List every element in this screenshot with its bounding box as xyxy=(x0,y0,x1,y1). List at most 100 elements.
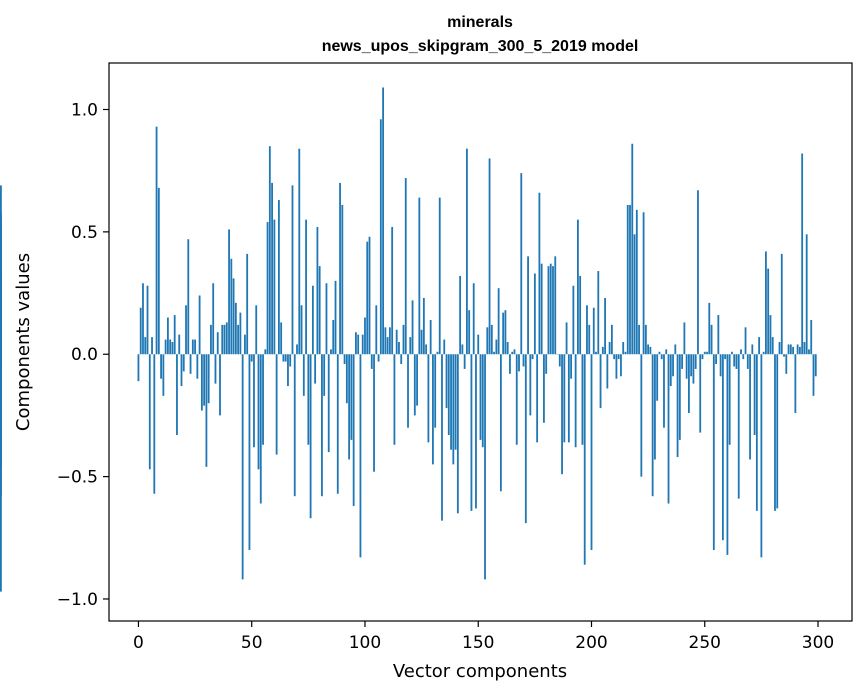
bar-73 xyxy=(302,354,305,396)
bar-273 xyxy=(755,354,758,511)
bar-6 xyxy=(151,337,153,355)
bar-126 xyxy=(422,297,425,355)
bar-156 xyxy=(490,324,493,355)
bar-102 xyxy=(368,236,371,355)
bar-251 xyxy=(706,351,708,355)
bar-190 xyxy=(567,354,570,443)
bar-180 xyxy=(545,354,548,374)
bar-261 xyxy=(728,354,731,445)
y-tick-label: −1.0 xyxy=(57,590,98,610)
bar-54 xyxy=(259,354,262,504)
bar-115 xyxy=(398,342,400,355)
bar-164 xyxy=(509,354,511,374)
bar-223 xyxy=(642,212,645,355)
bar-51 xyxy=(253,354,255,448)
bar-77 xyxy=(311,285,314,355)
bar-176 xyxy=(536,354,539,443)
bar-undefined xyxy=(0,354,2,592)
bar-119 xyxy=(407,354,409,428)
bar-178 xyxy=(540,263,543,355)
bar-255 xyxy=(715,354,717,365)
bar-201 xyxy=(592,307,595,355)
bar-298 xyxy=(812,354,815,396)
bar-158 xyxy=(495,339,498,355)
bar-197 xyxy=(583,354,586,565)
bar-68 xyxy=(291,185,294,355)
bar-70 xyxy=(296,344,298,355)
x-tick-label: 250 xyxy=(689,633,721,653)
bar-8 xyxy=(155,126,158,355)
bar-98 xyxy=(359,354,362,558)
bar-145 xyxy=(466,148,468,355)
bar-283 xyxy=(778,342,781,355)
bar-234 xyxy=(667,354,670,504)
bar-155 xyxy=(488,158,491,355)
bar-235 xyxy=(669,354,672,387)
bar-82 xyxy=(323,354,326,396)
bar-38 xyxy=(223,324,226,355)
bar-140 xyxy=(454,354,457,450)
bar-220 xyxy=(635,209,638,355)
bar-50 xyxy=(250,354,253,362)
bar-95 xyxy=(352,354,355,506)
bar-211 xyxy=(615,354,618,379)
bar-277 xyxy=(765,251,767,355)
bar-14 xyxy=(169,339,172,355)
bar-165 xyxy=(511,351,514,355)
bar-186 xyxy=(558,354,561,367)
bar-125 xyxy=(420,329,423,355)
bar-100 xyxy=(364,317,366,355)
bar-198 xyxy=(586,305,588,355)
bar-53 xyxy=(257,354,260,470)
bar-27 xyxy=(198,295,201,355)
bar-37 xyxy=(221,324,224,355)
y-axis-ticks: −1.0 −0.5 0.0 0.5 1.0 xyxy=(57,101,109,610)
bar-247 xyxy=(697,190,699,355)
bar-130 xyxy=(432,354,434,465)
bar-240 xyxy=(681,354,684,369)
bar-47 xyxy=(244,334,246,355)
bar-25 xyxy=(194,339,196,355)
bar-285 xyxy=(783,354,785,357)
bar-208 xyxy=(608,342,611,355)
bar-137 xyxy=(447,354,450,435)
bar-72 xyxy=(300,305,303,355)
bar-138 xyxy=(450,354,452,450)
bar-270 xyxy=(749,354,751,460)
bar-259 xyxy=(724,354,727,360)
bar-287 xyxy=(787,344,790,355)
bar-167 xyxy=(515,354,518,445)
bar-203 xyxy=(597,271,600,355)
bar-292 xyxy=(798,346,801,355)
bar-106 xyxy=(377,354,380,362)
bar-144 xyxy=(463,354,466,369)
bar-297 xyxy=(810,319,813,355)
bar-239 xyxy=(678,354,681,440)
bar-262 xyxy=(731,351,733,355)
bar-192 xyxy=(572,285,575,355)
bar-80 xyxy=(318,266,321,355)
bar-171 xyxy=(524,354,527,524)
bar-157 xyxy=(493,351,495,355)
bar-46 xyxy=(241,354,244,580)
bar-32 xyxy=(210,324,212,355)
bar-216 xyxy=(626,204,629,355)
bar-30 xyxy=(205,354,208,467)
bar-76 xyxy=(309,354,312,519)
bar-280 xyxy=(771,337,774,355)
bar-114 xyxy=(395,329,398,355)
y-tick-label: 0.0 xyxy=(71,345,98,365)
bar-230 xyxy=(658,351,661,355)
bar-121 xyxy=(411,300,414,355)
bar-267 xyxy=(742,354,745,360)
bar-69 xyxy=(293,354,296,497)
bar-89 xyxy=(339,182,341,355)
bar-204 xyxy=(599,354,602,409)
bar-179 xyxy=(543,354,545,423)
bar-149 xyxy=(475,354,477,509)
bar-163 xyxy=(506,342,509,355)
y-tick-label: −0.5 xyxy=(57,468,98,488)
bar-26 xyxy=(196,354,199,379)
bar-92 xyxy=(345,354,348,404)
